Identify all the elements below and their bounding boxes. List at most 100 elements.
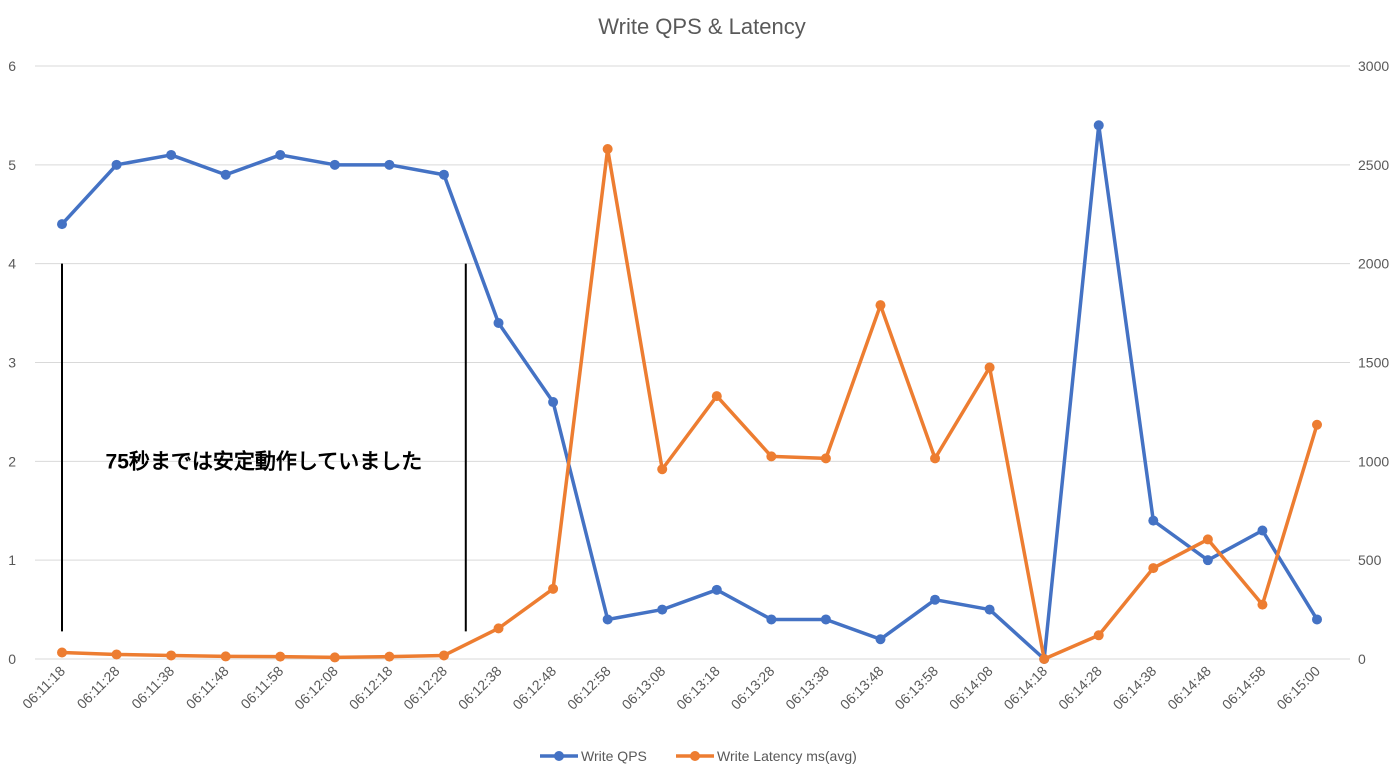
x-tick-label: 06:12:58: [564, 663, 614, 713]
x-tick-label: 06:13:08: [618, 663, 668, 713]
left-tick-label: 5: [8, 157, 16, 173]
series: [57, 120, 1322, 664]
data-point: [166, 650, 177, 661]
x-tick-label: 06:13:28: [728, 663, 778, 713]
x-tick-label: 06:13:38: [782, 663, 832, 713]
data-point: [384, 651, 395, 662]
x-tick-label: 06:12:48: [509, 663, 559, 713]
data-point: [329, 159, 340, 170]
data-point: [438, 650, 449, 661]
data-point: [1148, 515, 1159, 526]
data-point: [384, 159, 395, 170]
x-tick-label: 06:13:18: [673, 663, 723, 713]
data-point: [493, 623, 504, 634]
data-point: [1148, 563, 1159, 574]
left-tick-label: 2: [8, 453, 16, 469]
legend-label: Write QPS: [581, 748, 647, 764]
chart-title: Write QPS & Latency: [598, 14, 805, 39]
data-point: [548, 583, 559, 594]
data-point: [1093, 630, 1104, 641]
data-point: [1093, 120, 1104, 131]
annotation: 75秒までは安定動作していました: [61, 263, 467, 632]
data-point: [220, 651, 231, 662]
x-tick-label: 06:15:00: [1273, 663, 1323, 713]
data-point: [166, 149, 177, 160]
data-point: [930, 594, 941, 605]
right-y-axis-ticks: 0 500 1000 1500 2000 2500 3000: [1358, 58, 1389, 667]
x-tick-label: 06:14:08: [946, 663, 996, 713]
right-tick-label: 2500: [1358, 157, 1389, 173]
annotation-text: 75秒までは安定動作していました: [106, 449, 423, 473]
data-point: [930, 453, 941, 464]
x-tick-label: 06:14:38: [1110, 663, 1160, 713]
data-point: [820, 614, 831, 625]
data-point: [1202, 555, 1213, 566]
x-tick-label: 06:14:18: [1000, 663, 1050, 713]
data-point: [1257, 525, 1268, 536]
legend-item: Write QPS: [540, 748, 647, 764]
series-line: [60, 147, 1319, 661]
data-point: [984, 362, 995, 373]
x-axis-ticks: 06:11:18 06:11:28 06:11:38 06:11:48 06:11:58…: [19, 663, 1323, 713]
data-point: [275, 149, 286, 160]
data-point: [602, 614, 613, 625]
series-line: [60, 123, 1319, 661]
x-tick-label: 06:12:18: [346, 663, 396, 713]
legend: Write QPS Write Latency ms(avg): [540, 748, 857, 764]
series-write-qps: [57, 120, 1322, 664]
data-point: [275, 651, 286, 662]
legend-swatch-marker: [554, 751, 564, 761]
data-point: [1257, 599, 1268, 610]
legend-label: Write Latency ms(avg): [717, 748, 857, 764]
left-tick-label: 0: [8, 651, 16, 667]
x-tick-label: 06:14:48: [1164, 663, 1214, 713]
data-point: [1039, 654, 1050, 664]
data-point: [111, 649, 122, 660]
series-write-latency: [57, 144, 1322, 664]
data-point: [820, 453, 831, 464]
x-tick-label: 06:13:58: [891, 663, 941, 713]
data-point: [766, 614, 777, 625]
legend-swatch-marker: [690, 751, 700, 761]
data-point: [1312, 419, 1322, 430]
left-tick-label: 4: [8, 256, 16, 272]
x-tick-label: 06:14:58: [1219, 663, 1269, 713]
right-tick-label: 2000: [1358, 256, 1389, 272]
x-tick-label: 06:12:28: [400, 663, 450, 713]
right-tick-label: 1500: [1358, 355, 1389, 371]
data-point: [57, 647, 67, 658]
x-tick-label: 06:11:58: [237, 663, 286, 712]
left-tick-label: 1: [8, 552, 16, 568]
data-point: [602, 144, 613, 155]
x-tick-label: 06:11:28: [74, 663, 123, 712]
right-tick-label: 3000: [1358, 58, 1389, 74]
data-point: [57, 219, 67, 230]
data-point: [493, 317, 504, 328]
x-tick-label: 06:14:28: [1055, 663, 1105, 713]
x-tick-label: 06:13:48: [837, 663, 887, 713]
data-point: [329, 652, 340, 663]
x-tick-label: 06:12:08: [291, 663, 341, 713]
data-point: [1202, 534, 1213, 545]
left-tick-label: 6: [8, 58, 16, 74]
data-point: [657, 604, 668, 615]
x-tick-label: 06:11:48: [183, 663, 232, 712]
data-point: [548, 397, 559, 408]
data-point: [220, 169, 231, 180]
right-tick-label: 500: [1358, 552, 1382, 568]
data-point: [875, 300, 886, 311]
data-point: [711, 391, 722, 402]
right-tick-label: 0: [1358, 651, 1366, 667]
data-point: [1312, 614, 1322, 625]
data-point: [711, 584, 722, 595]
left-y-axis-ticks: 0 1 2 3 4 5 6: [8, 58, 16, 667]
data-point: [984, 604, 995, 615]
data-point: [766, 451, 777, 462]
data-point: [111, 159, 122, 170]
right-tick-label: 1000: [1358, 453, 1389, 469]
data-point: [657, 464, 668, 475]
data-point: [438, 169, 449, 180]
x-tick-label: 06:11:18: [19, 663, 68, 712]
